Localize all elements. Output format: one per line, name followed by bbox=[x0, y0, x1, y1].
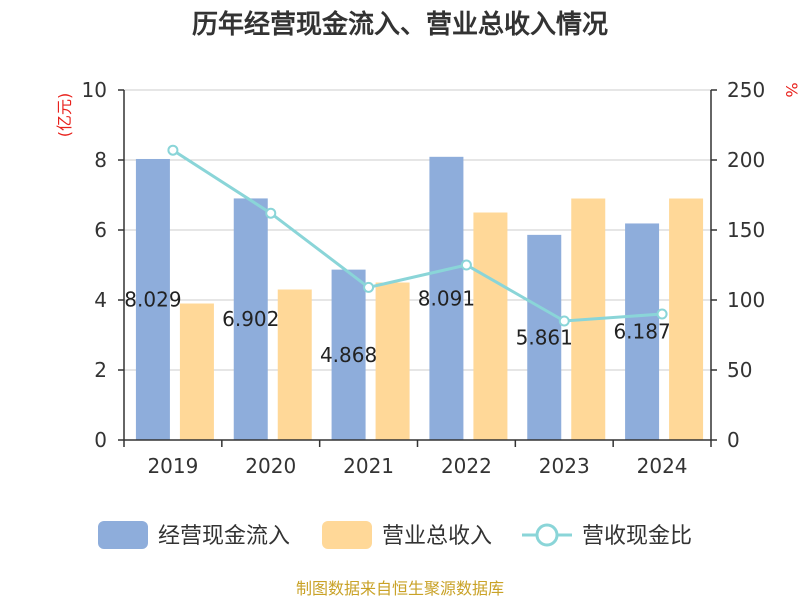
bar-revenue bbox=[277, 289, 312, 440]
x-tick-label: 2023 bbox=[539, 454, 590, 478]
right-tick-label: 200 bbox=[727, 148, 765, 172]
right-axis-unit: % bbox=[782, 82, 800, 97]
ratio-point bbox=[460, 259, 472, 271]
data-label-cashflow: 6.902 bbox=[222, 307, 279, 331]
bar-revenue bbox=[179, 303, 214, 440]
bar-cashflow bbox=[233, 198, 268, 440]
x-axis-ticks: 2019 2020 2021 2022 2023 2024 bbox=[123, 440, 712, 478]
ratio-point bbox=[265, 207, 277, 219]
bar-revenue bbox=[473, 212, 508, 440]
bar-cashflow bbox=[625, 223, 660, 440]
data-label-cashflow: 6.187 bbox=[613, 320, 670, 344]
ratio-point bbox=[558, 315, 570, 327]
ratio-point bbox=[363, 281, 375, 293]
right-tick-label: 250 bbox=[727, 78, 765, 102]
left-tick-label: 4 bbox=[94, 288, 107, 312]
ratio-point bbox=[656, 308, 668, 320]
left-axis-ticks: 0 2 4 6 8 10 bbox=[82, 78, 124, 452]
bars bbox=[135, 156, 704, 441]
legend-label-cashflow: 经营现金流入 bbox=[158, 524, 290, 549]
right-tick-label: 50 bbox=[727, 358, 752, 382]
bar-revenue bbox=[669, 198, 704, 440]
x-tick-label: 2024 bbox=[637, 454, 688, 478]
source-note: 制图数据来自恒生聚源数据库 bbox=[296, 579, 504, 598]
bar-cashflow bbox=[429, 156, 464, 440]
x-tick-label: 2022 bbox=[441, 454, 492, 478]
ratio-line bbox=[167, 144, 668, 327]
x-tick-label: 2020 bbox=[245, 454, 296, 478]
legend: 经营现金流入 营业总收入 营收现金比 bbox=[98, 521, 692, 549]
left-tick-label: 6 bbox=[94, 218, 107, 242]
data-label-cashflow: 4.868 bbox=[320, 343, 377, 367]
data-labels: 8.029 6.902 4.868 8.091 5.861 6.187 bbox=[124, 286, 670, 366]
bar-cashflow bbox=[527, 234, 562, 440]
right-axis-ticks: 0 50 100 150 200 250 bbox=[711, 78, 765, 452]
bar-revenue bbox=[375, 282, 410, 440]
legend-swatch-cashflow bbox=[98, 521, 148, 549]
left-tick-label: 2 bbox=[94, 358, 107, 382]
left-tick-label: 10 bbox=[82, 78, 107, 102]
x-tick-label: 2021 bbox=[343, 454, 394, 478]
ratio-point bbox=[167, 144, 179, 156]
legend-label-revenue: 营业总收入 bbox=[382, 524, 492, 549]
ratio-line-path bbox=[172, 148, 663, 323]
grid bbox=[124, 89, 711, 371]
right-tick-label: 100 bbox=[727, 288, 765, 312]
x-tick-label: 2019 bbox=[147, 454, 198, 478]
right-tick-label: 0 bbox=[727, 428, 740, 452]
left-tick-label: 0 bbox=[94, 428, 107, 452]
left-axis-unit: (亿元) bbox=[55, 93, 74, 138]
bar-cashflow bbox=[331, 269, 366, 440]
left-tick-label: 8 bbox=[94, 148, 107, 172]
data-label-cashflow: 8.029 bbox=[124, 287, 181, 311]
legend-label-ratio: 营收现金比 bbox=[582, 524, 692, 549]
legend-marker-ratio bbox=[535, 523, 559, 547]
chart-title: 历年经营现金流入、营业总收入情况 bbox=[192, 9, 608, 40]
right-tick-label: 150 bbox=[727, 218, 765, 242]
bar-cashflow bbox=[135, 158, 170, 441]
legend-swatch-revenue bbox=[322, 521, 372, 549]
data-label-cashflow: 8.091 bbox=[418, 286, 475, 310]
data-label-cashflow: 5.861 bbox=[516, 325, 573, 349]
